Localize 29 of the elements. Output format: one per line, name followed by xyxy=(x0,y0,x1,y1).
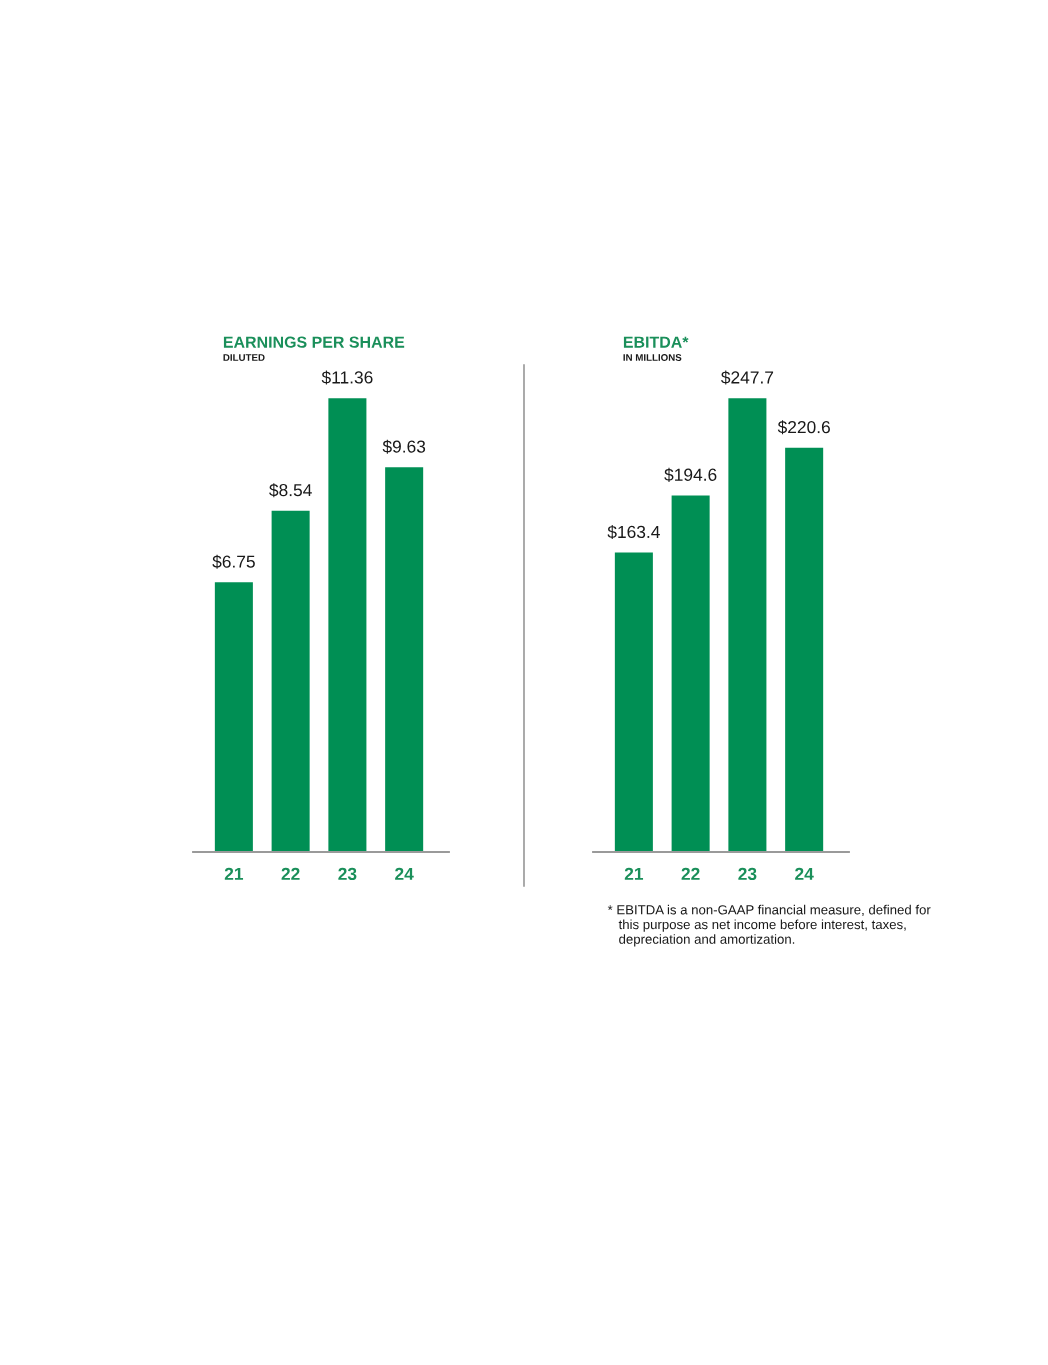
x-tick-label: 21 xyxy=(224,867,244,880)
bar xyxy=(728,398,767,852)
data-label: $194.6 xyxy=(664,467,717,482)
data-label: $6.75 xyxy=(212,554,255,569)
bar xyxy=(614,552,653,852)
chart-subtitle: IN MILLIONS xyxy=(623,354,682,361)
x-tick-label: 23 xyxy=(338,867,357,881)
bar xyxy=(385,467,424,852)
chart-title: EARNINGS PER SHARE xyxy=(223,336,405,348)
x-tick-label: 24 xyxy=(795,867,814,880)
data-label: $9.63 xyxy=(382,439,426,454)
data-label: $8.54 xyxy=(269,483,312,498)
text: * EBITDA is a non-GAAP financial measure, defined for this purpose as net income before interest, taxes, depreciation and amortization. xyxy=(607,904,931,947)
bar xyxy=(671,495,710,852)
data-label: $247.7 xyxy=(721,370,774,385)
data-label: $220.6 xyxy=(777,420,830,435)
bar xyxy=(271,510,310,852)
x-tick-label: 22 xyxy=(681,867,700,880)
x-tick-label: 24 xyxy=(395,867,414,880)
bar xyxy=(214,582,253,852)
x-tick-label: 22 xyxy=(281,867,300,880)
bar xyxy=(785,447,824,852)
data-label: $11.36 xyxy=(321,370,373,385)
chart-subtitle: DILUTED xyxy=(223,354,265,361)
bar xyxy=(328,398,367,852)
chart-title: EBITDA* xyxy=(623,336,689,348)
data-label: $163.4 xyxy=(607,525,660,540)
x-tick-label: 21 xyxy=(624,867,644,880)
x-tick-label: 23 xyxy=(738,867,757,881)
